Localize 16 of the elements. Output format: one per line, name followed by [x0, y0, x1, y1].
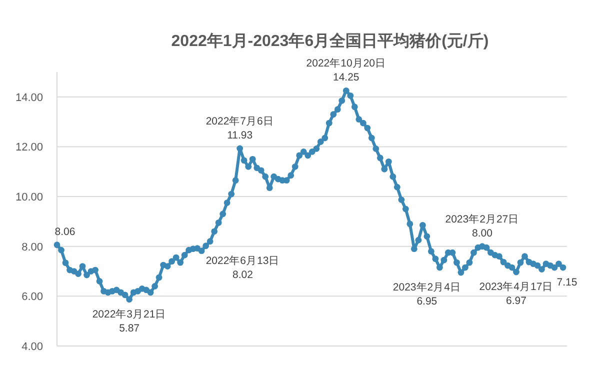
y-tick-label: 8.00: [22, 241, 43, 254]
data-label: 2022年7月6日 11.93: [206, 115, 274, 142]
data-label: 2023年2月4日 6.95: [392, 282, 461, 308]
data-label: 2022年3月21日 5.87: [92, 308, 166, 334]
y-tick-label: 6.00: [22, 291, 43, 304]
data-label: 8.06: [54, 226, 76, 238]
y-tick-label: 12.00: [15, 142, 43, 154]
data-label: 2023年2月27日 8.00: [445, 213, 520, 240]
y-tick-label: 10.00: [15, 192, 43, 204]
y-tick-label: 14.00: [15, 92, 43, 104]
chart-title: 2022年1月-2023年6月全国日平均猪价(元/斤): [171, 32, 489, 50]
data-label: 2022年10月20日 14.25: [306, 58, 386, 84]
data-label: 2022年6月13日 8.02: [206, 254, 280, 281]
data-label: 2023年4月17日 6.97: [479, 281, 554, 308]
data-label: 7.15: [556, 276, 578, 289]
y-tick-label: 4.00: [22, 341, 43, 353]
